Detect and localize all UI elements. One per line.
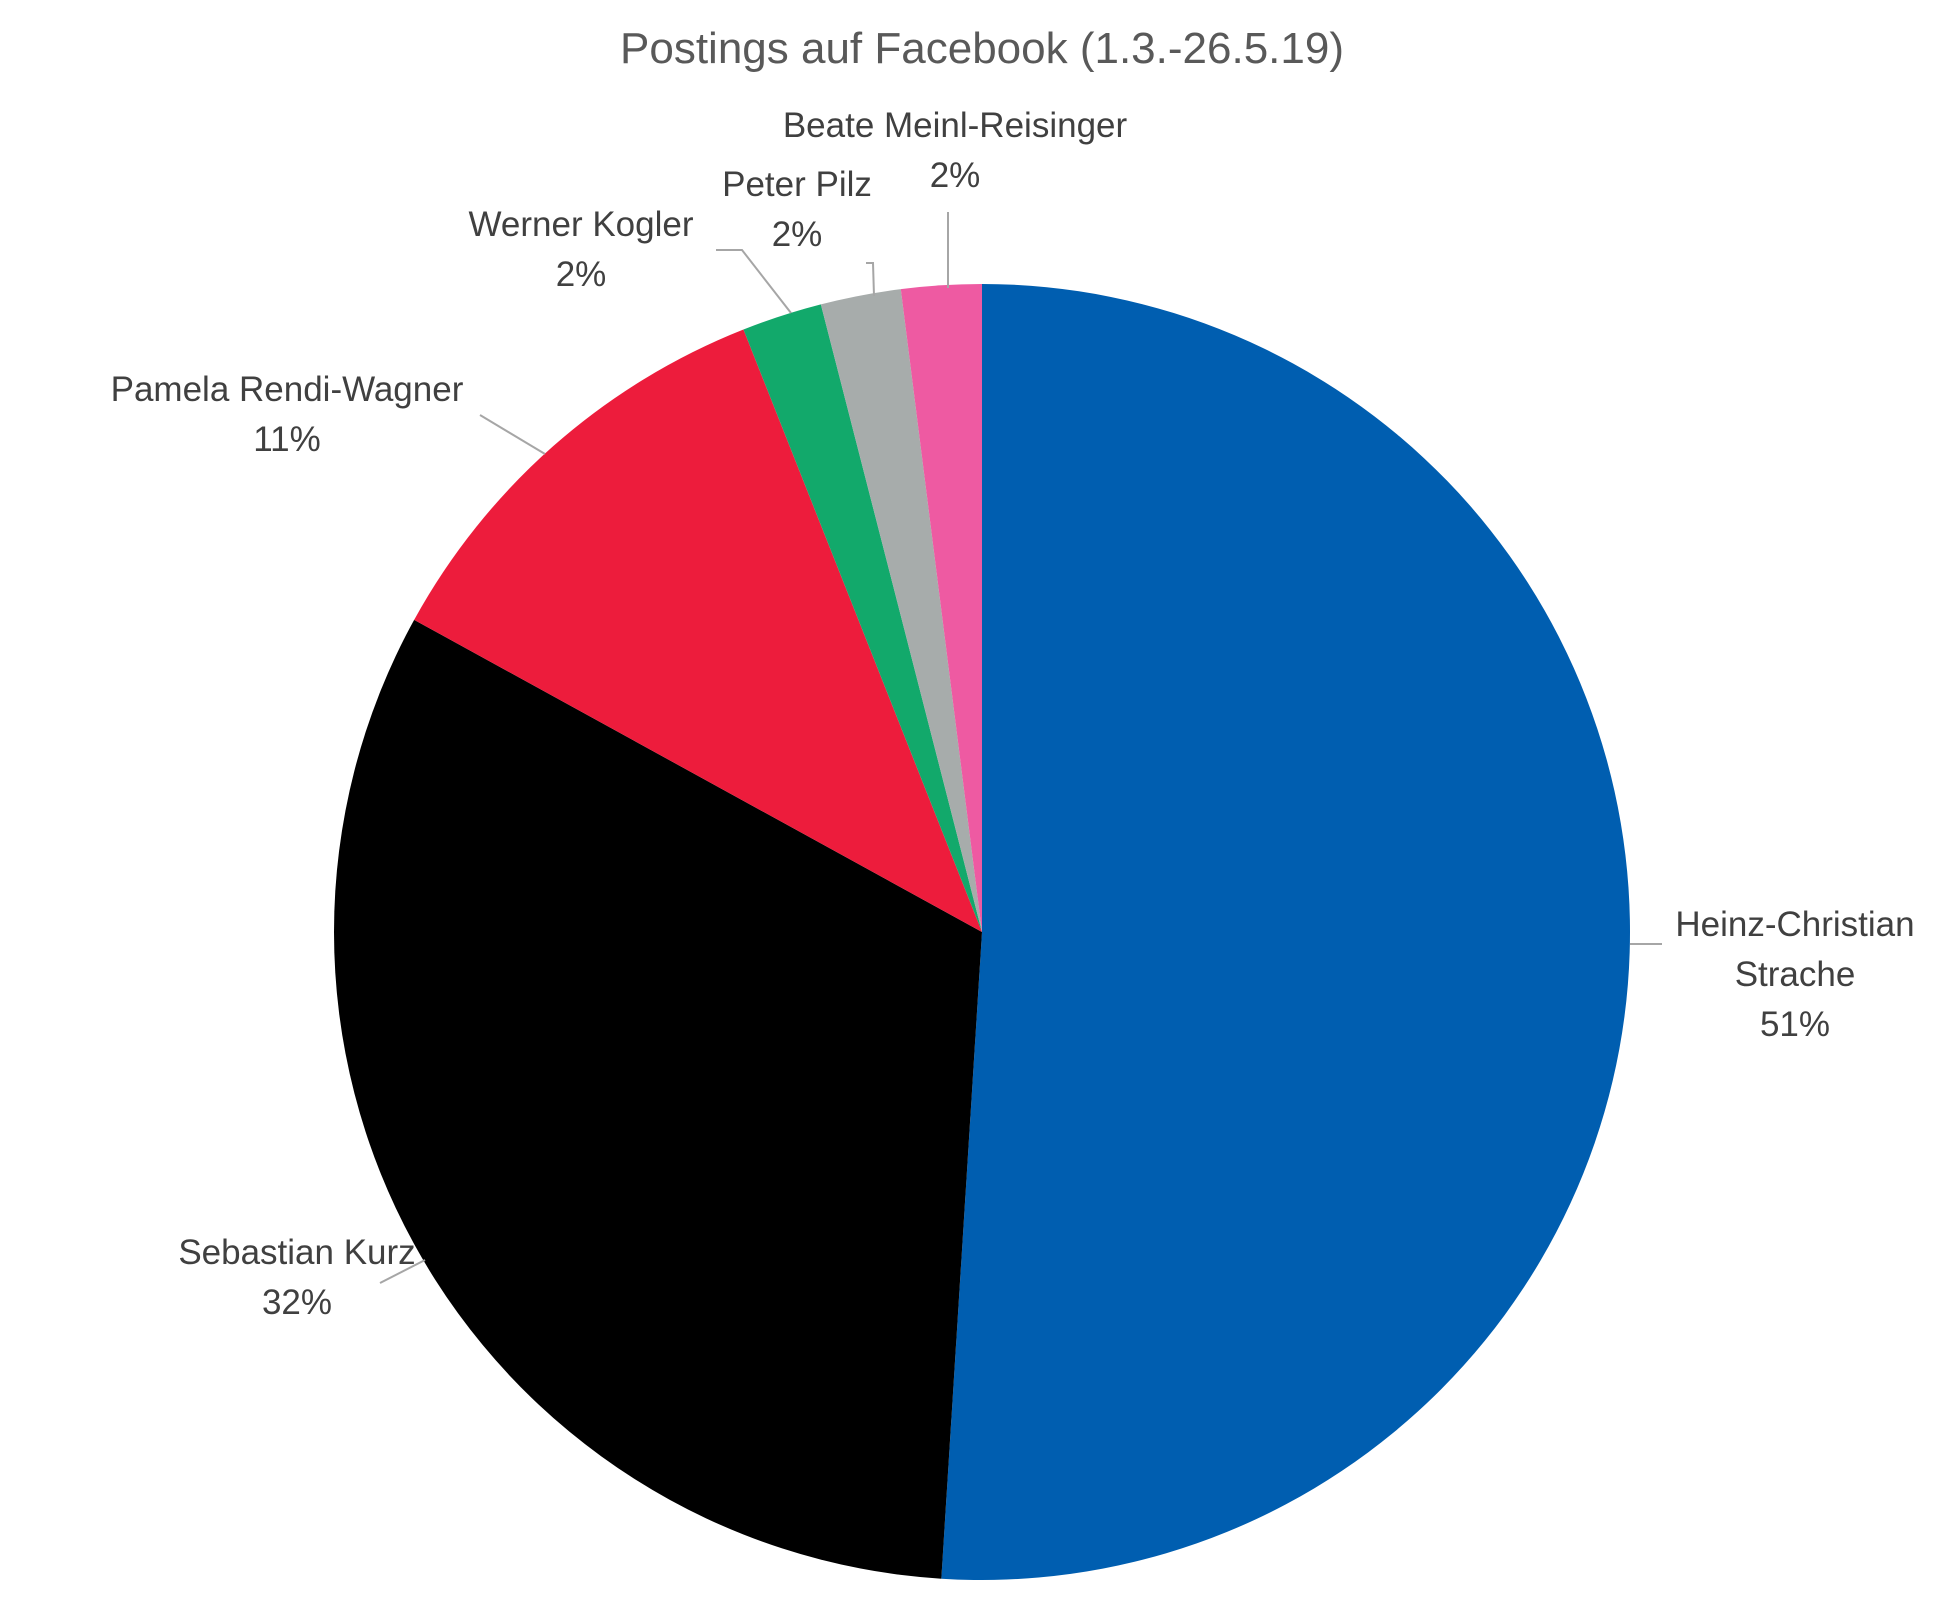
- slice-name-label: Strache: [1735, 955, 1856, 994]
- leader-line: [479, 414, 546, 455]
- chart-title: Postings auf Facebook (1.3.-26.5.19): [620, 24, 1344, 73]
- slice-label-group: Beate Meinl-Reisinger 2%: [783, 106, 1128, 195]
- slice-name-label: Werner Kogler: [468, 205, 693, 244]
- leader-line: [866, 262, 875, 297]
- slice-value-label: 11%: [253, 420, 320, 459]
- leader-lines: [379, 212, 1662, 1284]
- pie-slices: [333, 284, 1631, 1580]
- pie-slice-beate-meinl-reisinger: [900, 284, 982, 932]
- slice-value-label: 2%: [556, 255, 607, 294]
- slice-name-label: Beate Meinl-Reisinger: [783, 106, 1128, 145]
- slice-name-label: Peter Pilz: [722, 165, 872, 204]
- slice-value-label: 32%: [262, 1283, 332, 1322]
- pie-slice-pamela-rendi-wagner: [414, 329, 982, 932]
- pie-slice-werner-kogler: [743, 304, 982, 932]
- slice-name-label: Sebastian Kurz: [178, 1233, 415, 1272]
- slice-value-label: 2%: [930, 156, 981, 195]
- slice-label-group: Werner Kogler 2%: [468, 205, 693, 294]
- slice-label-group: Peter Pilz 2%: [722, 165, 872, 254]
- leader-line: [379, 1259, 426, 1284]
- slice-value-label: 51%: [1760, 1005, 1830, 1044]
- pie-slice-sebastian-kurz: [333, 619, 982, 1579]
- pie-slice-peter-pilz: [820, 289, 982, 932]
- pie-slice-heinz-christian-strache: [941, 284, 1631, 1580]
- slice-label-group: Sebastian Kurz 32%: [178, 1233, 415, 1322]
- slice-name-label: Pamela Rendi-Wagner: [111, 370, 464, 409]
- slice-name-label: Heinz-Christian: [1675, 905, 1914, 944]
- slice-label-group: Pamela Rendi-Wagner 11%: [111, 370, 464, 459]
- slice-labels: Heinz-Christian Strache 51% Sebastian Kurz 3…: [111, 106, 1915, 1322]
- leader-line: [716, 249, 792, 314]
- slice-value-label: 2%: [772, 215, 823, 254]
- slice-label-group: Heinz-Christian Strache 51%: [1675, 905, 1914, 1044]
